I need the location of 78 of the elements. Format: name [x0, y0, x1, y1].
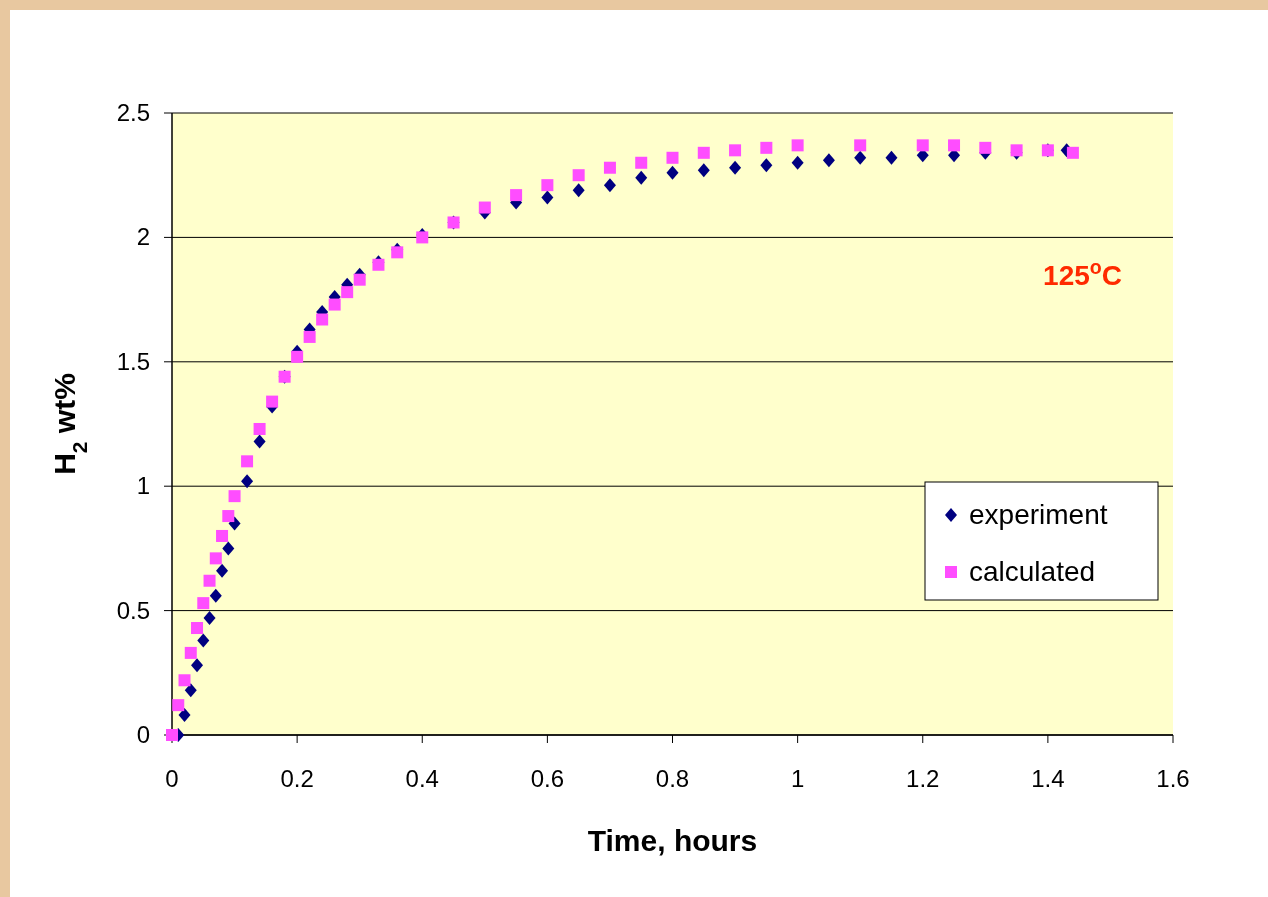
point	[666, 151, 679, 164]
point	[216, 529, 229, 542]
y-tick-label: 0.5	[116, 596, 150, 624]
point	[316, 313, 329, 326]
point	[572, 183, 585, 198]
point	[266, 395, 279, 408]
x-axis-title: Time, hours	[587, 824, 758, 857]
point	[341, 286, 354, 299]
x-tick-label: 0.4	[405, 765, 439, 792]
point	[603, 178, 616, 193]
y-tick-label: 2	[136, 223, 150, 251]
point	[635, 170, 648, 185]
y-tick-label: 0	[136, 721, 150, 748]
y-tick-label: 2.5	[116, 99, 150, 126]
point	[209, 552, 222, 565]
point	[209, 588, 222, 603]
point	[197, 633, 210, 648]
point	[729, 144, 742, 157]
x-tick-label: 1.6	[1156, 765, 1190, 792]
point	[241, 455, 254, 468]
point	[478, 201, 491, 214]
point	[191, 658, 204, 673]
point	[203, 611, 216, 626]
point	[291, 350, 304, 363]
point	[635, 156, 648, 169]
point	[197, 597, 210, 610]
point	[222, 541, 235, 556]
point	[541, 179, 554, 192]
point	[191, 622, 204, 635]
point	[541, 190, 554, 205]
point	[416, 231, 429, 244]
point	[791, 139, 804, 152]
point	[854, 150, 867, 165]
point	[979, 141, 992, 154]
point	[948, 139, 961, 152]
point	[760, 158, 773, 173]
point	[666, 165, 679, 180]
x-tick-label: 1.4	[1031, 765, 1065, 792]
point	[791, 155, 804, 170]
x-tick-label: 0.8	[655, 765, 690, 792]
point	[729, 160, 742, 175]
point	[697, 163, 710, 178]
legend-label: experiment	[969, 499, 1108, 530]
point	[353, 273, 366, 286]
point	[916, 139, 929, 152]
point	[203, 574, 216, 587]
point	[822, 153, 835, 168]
x-tick-label: 0	[165, 765, 179, 792]
point	[697, 146, 710, 159]
point	[253, 422, 266, 435]
legend-label: calculated	[969, 556, 1096, 587]
x-tick-label: 1.2	[906, 765, 940, 792]
point	[760, 141, 773, 154]
x-tick-label: 1	[790, 765, 805, 792]
point	[572, 169, 585, 182]
point	[222, 510, 235, 523]
y-tick-label: 1	[136, 472, 150, 500]
point	[510, 189, 523, 202]
x-tick-label: 0.2	[280, 765, 314, 792]
point	[253, 434, 266, 449]
point	[854, 139, 867, 152]
point	[885, 150, 898, 165]
point	[328, 298, 341, 311]
annotation: 125$^{o}$C	[1043, 256, 1122, 291]
point	[603, 161, 616, 174]
point	[216, 563, 229, 578]
x-tick-label: 0.6	[530, 765, 565, 792]
point	[391, 246, 404, 259]
point	[172, 699, 185, 712]
y-tick-label: 1.5	[116, 347, 150, 375]
point	[303, 330, 316, 343]
point	[184, 646, 197, 659]
point	[178, 674, 191, 687]
point	[228, 490, 241, 503]
point	[1066, 146, 1079, 159]
point	[178, 708, 191, 723]
point	[184, 683, 197, 698]
point	[241, 474, 254, 489]
